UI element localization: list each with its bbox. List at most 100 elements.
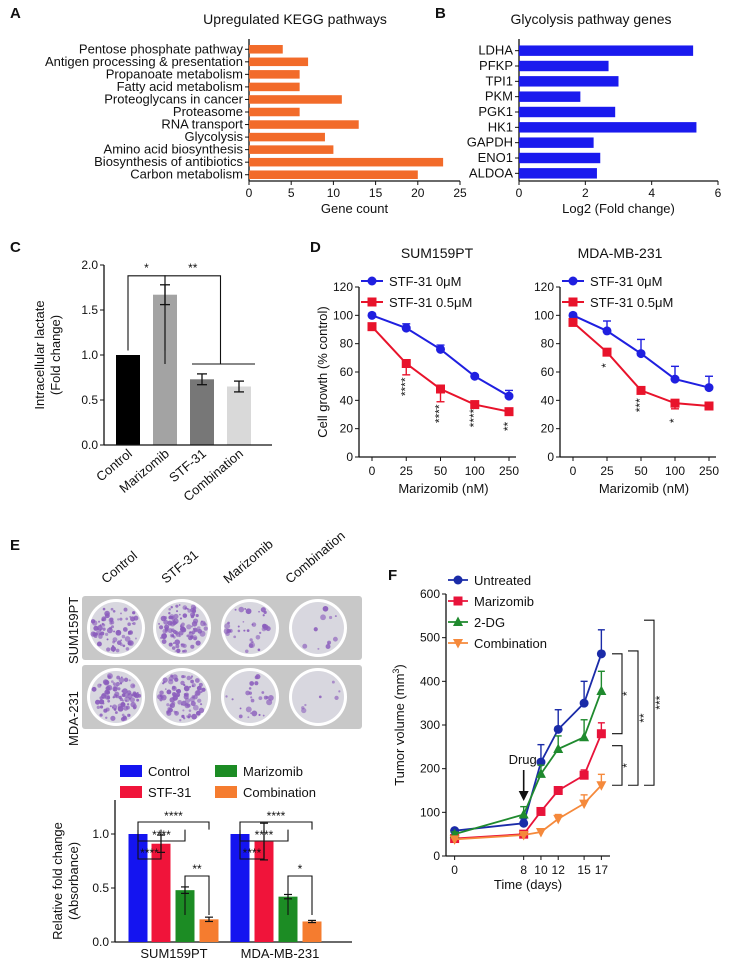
colony [112, 640, 116, 644]
colony [166, 689, 172, 695]
colony [301, 707, 307, 714]
colony [170, 606, 173, 609]
data-point [436, 384, 445, 394]
significance-star: **** [398, 377, 412, 396]
colony [257, 648, 261, 652]
significance-star: **** [164, 809, 183, 823]
significance-star: **** [140, 846, 159, 860]
colony [127, 630, 132, 635]
category-label: PFKP [479, 58, 513, 73]
legend-swatch [120, 786, 142, 798]
colony [201, 687, 206, 692]
colony [168, 607, 171, 611]
category-label: ALDOA [469, 165, 513, 180]
colony [190, 612, 196, 618]
x-tick-label: 100 [665, 464, 685, 478]
category-label: Proteasome [173, 104, 243, 119]
x-tick-label: 50 [434, 464, 448, 478]
colony [160, 615, 167, 622]
colony [121, 690, 124, 693]
colony [106, 638, 109, 641]
colony [159, 690, 164, 695]
colony [192, 704, 199, 711]
colony [266, 699, 273, 706]
photo-col-label-combination: Combination [282, 528, 348, 586]
x-axis-label: Gene count [321, 201, 389, 216]
colony [105, 680, 110, 685]
category-label: LDHA [478, 43, 513, 58]
colony [118, 677, 125, 683]
colony [182, 626, 185, 629]
crystal-violet-plate-photo: Control STF-31 Marizomib Combination SUM… [66, 528, 362, 746]
colony [195, 690, 201, 696]
significance-star: * [620, 763, 634, 768]
y-tick-label: 0.0 [92, 935, 109, 949]
data-point [449, 835, 460, 845]
significance-star: **** [267, 809, 286, 823]
bar-pgk1 [519, 106, 616, 118]
legend-swatch [215, 765, 237, 777]
colony [95, 699, 101, 705]
data-point [519, 818, 529, 828]
colony [123, 607, 128, 612]
colony [166, 703, 170, 707]
colony [204, 623, 207, 626]
colony [114, 711, 118, 714]
y-tick-label: 0 [547, 450, 554, 464]
data-point [602, 326, 612, 336]
legend-swatch [120, 765, 142, 777]
category-label: TPI1 [486, 73, 513, 88]
bar-ldha [519, 45, 694, 56]
data-point [536, 757, 546, 767]
colony [116, 675, 121, 680]
colony [176, 692, 181, 697]
colony [179, 719, 182, 722]
colony [90, 619, 96, 624]
colony [125, 705, 130, 710]
colony [181, 643, 184, 646]
colony [258, 696, 263, 701]
colony [117, 631, 120, 634]
colony [110, 680, 114, 683]
colony [171, 692, 177, 697]
y-tick-label: 100 [534, 308, 554, 322]
data-point [670, 374, 680, 384]
photo-col-label-control: Control [98, 548, 140, 587]
colony [239, 707, 242, 710]
bar-hk1 [519, 122, 697, 133]
chart-title: MDA-MB-231 [578, 245, 663, 261]
colony [123, 693, 128, 698]
data-point [504, 391, 514, 401]
colony [136, 698, 140, 702]
colony [238, 714, 243, 719]
colony [107, 699, 111, 703]
bar-control [128, 834, 148, 942]
y-tick-label: 1.5 [81, 303, 98, 317]
significance-star: ** [501, 422, 515, 432]
data-point [568, 317, 578, 327]
colony [225, 695, 228, 698]
category-label: ENO1 [478, 150, 513, 165]
colony [249, 681, 255, 686]
colony [99, 705, 104, 709]
colony [260, 607, 266, 613]
colony [164, 627, 169, 631]
y-tick-label: 500 [420, 631, 440, 645]
colony [128, 679, 131, 682]
significance-bracket [239, 829, 265, 860]
x-tick-label: 4 [648, 186, 655, 200]
colony [237, 625, 240, 628]
category-label: Propanoate metabolism [106, 66, 243, 81]
drug-annotation: Drug [509, 752, 537, 767]
colony [171, 646, 176, 650]
colony [178, 630, 184, 636]
bar-pfkp [519, 60, 609, 72]
bar-combination [302, 921, 322, 942]
colony [160, 636, 163, 640]
colony [251, 622, 257, 627]
colony [251, 623, 254, 626]
category-label: HK1 [488, 119, 513, 134]
colony [258, 713, 261, 717]
bar-pentose-phosphate-pathway [249, 45, 283, 54]
colony [191, 713, 198, 720]
